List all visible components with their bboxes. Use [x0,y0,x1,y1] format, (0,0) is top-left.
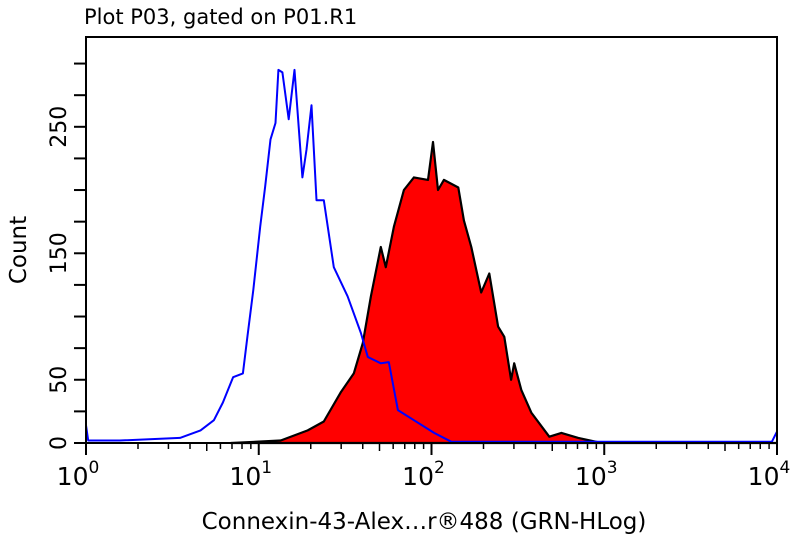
filled-histogram-series [229,140,779,445]
x-tick-exponent: 2 [434,458,445,478]
x-tick-base: 10 [402,462,434,491]
x-tick-base: 10 [748,462,780,491]
x-tick-exponent: 4 [779,458,790,478]
x-tick-label: 101 [229,458,272,491]
x-tick-base: 10 [57,462,89,491]
outline-histogram-series [85,68,778,443]
x-tick-exponent: 3 [607,458,618,478]
x-tick-base: 10 [575,462,607,491]
y-axis-label: Count [6,216,32,284]
y-tick-label: 250 [47,106,72,148]
y-tick-label: 150 [47,232,72,274]
y-tick-label: 0 [47,436,72,450]
x-tick-label: 100 [57,458,100,491]
x-tick-label: 104 [748,458,791,491]
x-axis-label: Connexin-43-Alex…r®488 (GRN-HLog) [202,509,647,535]
x-tick-exponent: 0 [88,458,99,478]
x-tick-label: 102 [402,458,445,491]
x-tick-exponent: 1 [261,458,272,478]
x-tick-label: 103 [575,458,618,491]
x-tick-base: 10 [229,462,261,491]
y-tick-label: 50 [47,366,72,394]
chart-title: Plot P03, gated on P01.R1 [84,5,357,29]
